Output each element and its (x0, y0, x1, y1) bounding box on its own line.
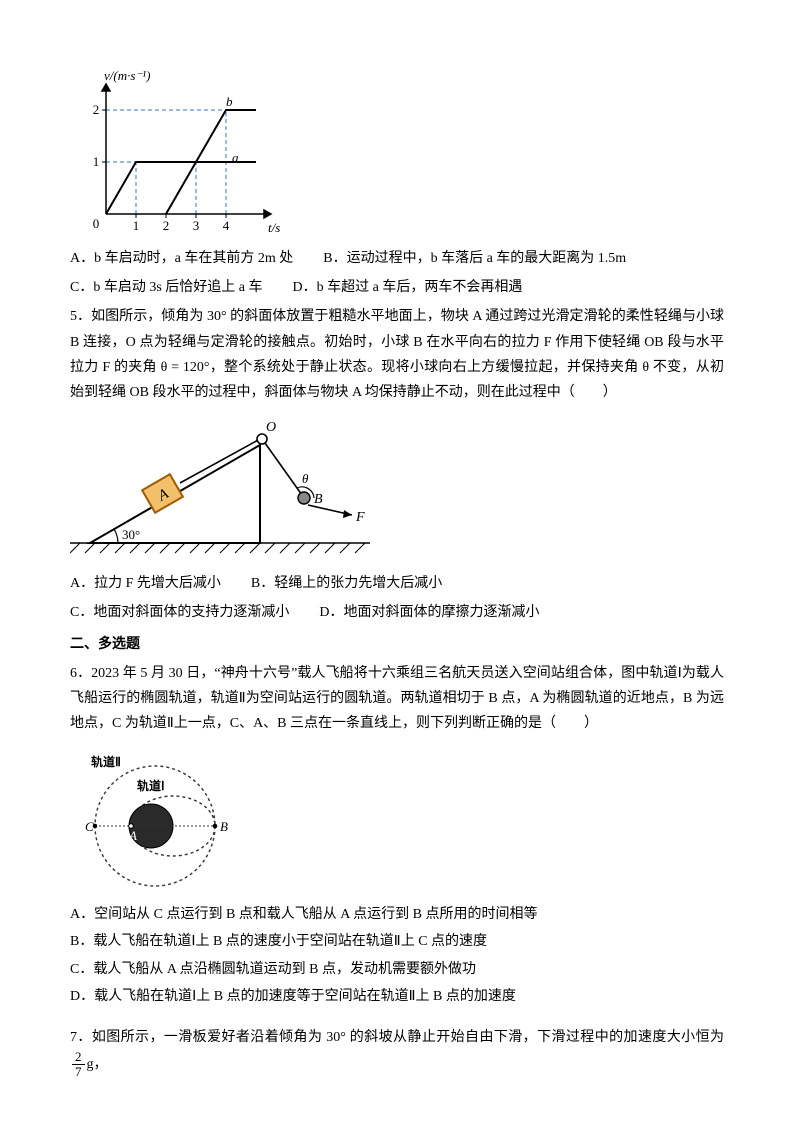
q4-chart: 1 2 3 4 1 2 0 t/s v/(m·s⁻¹) a b (70, 68, 724, 238)
svg-text:3: 3 (193, 218, 200, 233)
q6-orbit2-label: 轨道Ⅱ (91, 754, 121, 769)
q5-opt-c: C．地面对斜面体的支持力逐渐减小 (70, 600, 289, 625)
svg-text:2: 2 (93, 102, 100, 117)
q4-opt-d: D．b 车超过 a 车后，两车不会再相遇 (293, 275, 523, 300)
q6-diagram-svg: C B A 轨道Ⅱ 轨道Ⅰ (70, 744, 240, 894)
svg-text:a: a (232, 150, 239, 165)
q4-options-row2: C．b 车启动 3s 后恰好追上 a 车 D．b 车超过 a 车后，两车不会再相… (70, 275, 724, 300)
q5-theta-label: θ (302, 471, 309, 486)
q5-angle-label: 30° (122, 527, 140, 542)
q6-opt-b: B．载人飞船在轨道Ⅰ上 B 点的速度小于空间站在轨道Ⅱ上 C 点的速度 (70, 929, 724, 954)
q6-label-C: C (85, 819, 94, 834)
q7-fraction: 2 7 (72, 1050, 85, 1080)
q4-opt-a: A．b 车启动时，a 车在其前方 2m 处 (70, 246, 293, 271)
q5-options-row2: C．地面对斜面体的支持力逐渐减小 D．地面对斜面体的摩擦力逐渐减小 (70, 600, 724, 625)
svg-text:b: b (226, 94, 233, 109)
q4-chart-svg: 1 2 3 4 1 2 0 t/s v/(m·s⁻¹) a b (70, 68, 280, 238)
svg-text:1: 1 (133, 218, 140, 233)
q5-diagram: 30° A O B θ F (70, 413, 724, 563)
spacer (70, 1011, 724, 1021)
q6-label-A: A (128, 828, 137, 843)
q6-opt-d: D．载人飞船在轨道Ⅰ上 B 点的加速度等于空间站在轨道Ⅱ上 B 点的加速度 (70, 984, 724, 1009)
q4-ylabel: v/(m·s⁻¹) (104, 68, 151, 83)
q5-opt-d: D．地面对斜面体的摩擦力逐渐减小 (319, 600, 539, 625)
q5-force-label: F (355, 510, 365, 525)
q4-options-row1: A．b 车启动时，a 车在其前方 2m 处 B．运动过程中，b 车落后 a 车的… (70, 246, 724, 271)
q5-opt-a: A．拉力 F 先增大后减小 (70, 571, 221, 596)
q4-opt-c: C．b 车启动 3s 后恰好追上 a 车 (70, 275, 263, 300)
q7-stem: 7．如图所示，一滑板爱好者沿着倾角为 30° 的斜坡从静止开始自由下滑，下滑过程… (70, 1025, 724, 1080)
svg-text:0: 0 (93, 216, 100, 231)
q5-pulley-label: O (266, 420, 276, 435)
svg-text:4: 4 (223, 218, 230, 233)
q6-opt-a: A．空间站从 C 点运行到 B 点和载人飞船从 A 点运行到 B 点所用的时间相… (70, 902, 724, 927)
q5-options-row1: A．拉力 F 先增大后减小 B．轻绳上的张力先增大后减小 (70, 571, 724, 596)
svg-text:1: 1 (93, 154, 100, 169)
q5-ball-label: B (314, 492, 323, 507)
q5-opt-b: B．轻绳上的张力先增大后减小 (251, 571, 442, 596)
q6-orbit1-label: 轨道Ⅰ (137, 778, 165, 793)
q4-xlabel: t/s (268, 220, 280, 235)
q6-label-B: B (220, 819, 228, 834)
svg-text:2: 2 (163, 218, 170, 233)
q5-diagram-svg: 30° A O B θ F (70, 413, 370, 563)
q6-stem: 6．2023 年 5 月 30 日，“神舟十六号”载人飞船将十六乘组三名航天员送… (70, 661, 724, 737)
q6-diagram: C B A 轨道Ⅱ 轨道Ⅰ (70, 744, 724, 894)
section-2-title: 二、多选题 (70, 632, 724, 657)
q6-opt-c: C．载人飞船从 A 点沿椭圆轨道运动到 B 点，发动机需要额外做功 (70, 957, 724, 982)
q6-options: A．空间站从 C 点运行到 B 点和载人飞船从 A 点运行到 B 点所用的时间相… (70, 902, 724, 1009)
q4-opt-b: B．运动过程中，b 车落后 a 车的最大距离为 1.5m (323, 246, 626, 271)
q5-stem: 5．如图所示，倾角为 30° 的斜面体放置于粗糙水平地面上，物块 A 通过跨过光… (70, 304, 724, 405)
